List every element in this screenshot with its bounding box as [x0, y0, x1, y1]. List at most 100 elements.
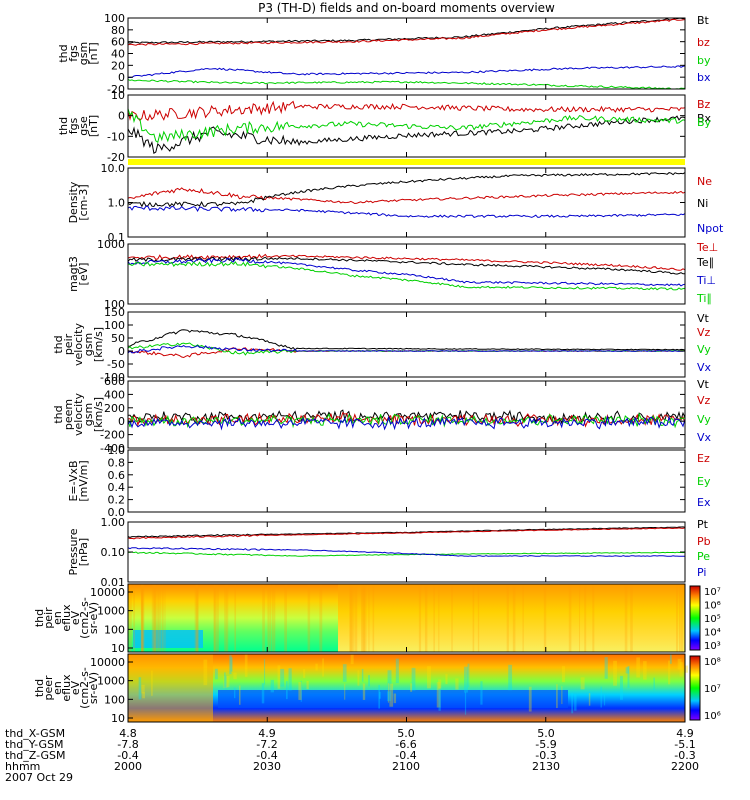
spectrogram-streak [433, 584, 435, 652]
spectrogram-streak [600, 686, 602, 708]
legend-Vx: Vx [697, 361, 712, 374]
spectrogram-streak [151, 670, 153, 696]
y-tick-label: 0 [118, 415, 125, 428]
spectrogram-streak [379, 691, 381, 699]
panel-frame [127, 94, 686, 158]
spectrogram-streak [436, 681, 441, 708]
spectrogram-streak [153, 584, 157, 652]
spectrogram-streak [508, 664, 513, 691]
y-axis-label: thd [57, 117, 70, 135]
colorbar-tick-label: 10³ [704, 641, 721, 652]
y-axis-label: eV [69, 680, 82, 695]
spectrogram-streak [158, 584, 161, 652]
spectrogram-streak [512, 584, 516, 652]
series-Bz [127, 100, 686, 122]
y-tick-label: 10 [111, 712, 125, 725]
spectrogram-streak [368, 675, 370, 687]
spectrogram-streak [270, 679, 274, 693]
footer-row: thd_Z-GSM -0.4 -0.4 -0.4 -0.3 -0.3 [5, 750, 745, 761]
legend-By: By [697, 116, 712, 129]
spectrogram-streak [679, 662, 683, 677]
y-tick-label: 0.1 [108, 231, 126, 244]
spectrogram-streak [140, 584, 143, 652]
y-tick-label: 100 [104, 623, 125, 636]
spectrogram-streak [389, 683, 394, 707]
spectrogram-streak [445, 673, 448, 685]
spectrogram-streak [627, 665, 630, 688]
spectrogram-streak [138, 677, 142, 700]
series-Ne [127, 187, 686, 205]
spectrogram-streak [571, 693, 574, 714]
spectrogram-streak [151, 584, 155, 652]
y-tick-label: 40 [111, 48, 125, 61]
spectrogram-streak [142, 584, 145, 652]
footer-row: hhmm 2000 2030 2100 2130 2200 [5, 761, 745, 772]
y-tick-label: 1.00 [101, 516, 126, 529]
spectrogram-streak [194, 584, 198, 652]
colorbar-tick-label: 10⁸ [704, 657, 721, 668]
y-axis-label: (cm2-s- [78, 597, 91, 639]
spectrogram-streak [411, 667, 416, 691]
y-tick-label: -20 [107, 83, 125, 96]
y-axis-label: thd [33, 679, 46, 697]
spectrogram-streak [580, 677, 585, 690]
spectrogram-streak [315, 663, 318, 671]
legend-bx: bx [697, 71, 711, 84]
data-gap-bar [128, 159, 685, 165]
y-tick-label: 50 [111, 332, 125, 345]
spectrogram-streak [410, 683, 413, 692]
spectrogram-streak [350, 654, 354, 665]
footer-row-value: -6.6 [395, 738, 417, 751]
spectrogram-streak [395, 658, 399, 684]
spectrogram-streak [630, 584, 633, 652]
spectrogram-streak [357, 670, 360, 686]
spectrogram-streak [244, 654, 248, 677]
spectrogram-streak [584, 584, 587, 652]
y-axis-label: velocity [72, 393, 85, 436]
spectrogram-streak [264, 659, 266, 685]
spectrogram-streak [230, 657, 233, 672]
spectrogram-streak [226, 675, 230, 688]
footer-row-value: -0.4 [395, 749, 417, 762]
spectrogram-streak [344, 683, 346, 700]
y-tick-label: 0 [118, 71, 125, 84]
spectrogram-streak [588, 693, 591, 706]
y-axis-label: peir [62, 333, 75, 355]
spectrogram-streak [477, 584, 480, 652]
colorbar-tick-label: 10⁶ [704, 601, 721, 612]
spectrogram-streak [224, 675, 227, 689]
page-title: P3 (TH-D) fields and on-board moments ov… [258, 1, 555, 15]
footer-row-value: -0.4 [256, 749, 278, 762]
spectrogram-streak [624, 584, 628, 652]
y-tick-label: 0.10 [101, 546, 126, 559]
series-Vy [127, 412, 686, 429]
legend-Ex: Ex [697, 496, 711, 509]
spectrogram-streak [303, 669, 306, 678]
y-tick-label: 0.4 [108, 481, 126, 494]
y-axis-label: sr-eV) [87, 602, 100, 634]
series-Pe [127, 551, 686, 557]
spectrogram-streak [238, 685, 241, 705]
colorbar-tick-label: 10⁷ [704, 587, 721, 598]
spectrogram-streak [234, 584, 237, 652]
y-tick-label: 0 [118, 345, 125, 358]
y-tick-label: 0.6 [108, 469, 126, 482]
series-By [127, 108, 686, 144]
spectrogram-streak [269, 584, 272, 652]
series-Te∥ [127, 256, 685, 275]
spectrogram-streak [224, 672, 226, 688]
y-tick-label: 0.8 [108, 456, 126, 469]
spectrogram-streak [141, 684, 145, 694]
footer-ephemeris: thd_X-GSM 4.8 4.9 5.0 5.0 4.9 thd_Y-GSM -7.8 -7.… [5, 728, 745, 783]
y-tick-label: -400 [100, 442, 125, 455]
y-axis-label: eflux [60, 604, 73, 632]
spectrogram-streak [480, 681, 483, 705]
colorbar-tick-label: 10⁷ [704, 684, 721, 695]
y-tick-label: 20 [111, 59, 125, 72]
spectrogram-streak [156, 584, 159, 652]
y-axis-label: gsm [82, 403, 95, 426]
spectrogram-streak [561, 666, 566, 683]
spectrogram-streak [613, 660, 617, 686]
spectrogram-streak [455, 678, 459, 690]
